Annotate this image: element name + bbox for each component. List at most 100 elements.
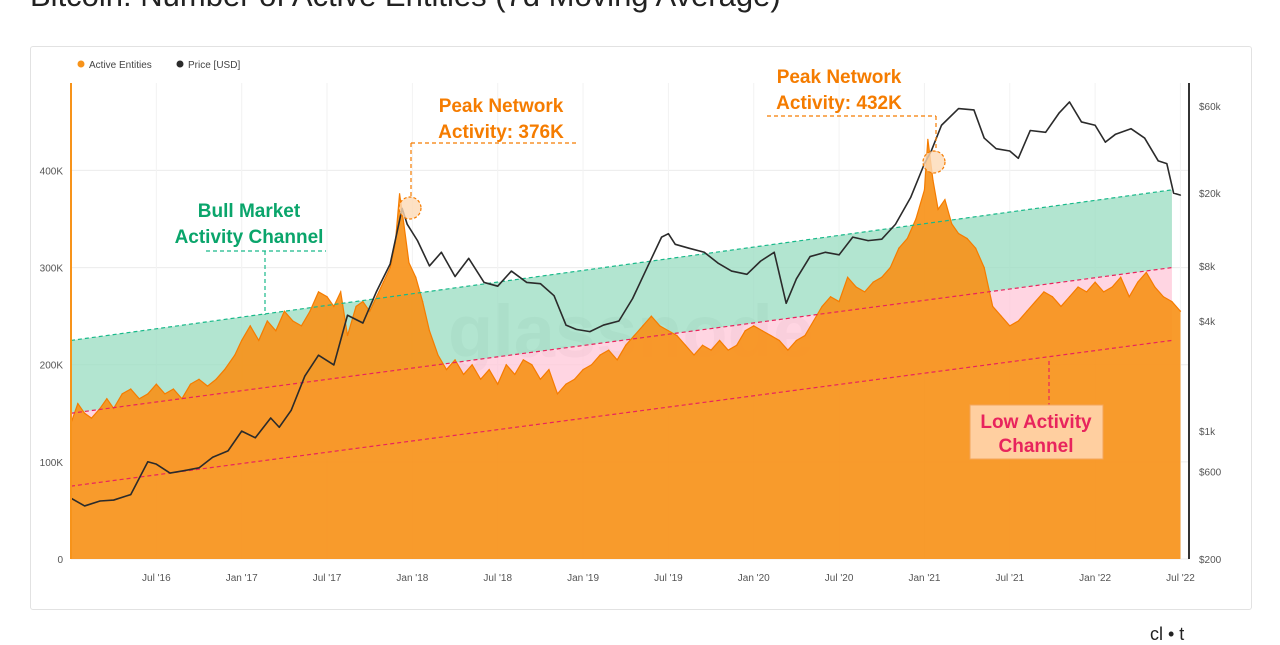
price-point-28 xyxy=(440,251,442,253)
active-point-20 xyxy=(234,354,236,356)
price-point-81 xyxy=(1130,128,1132,130)
price-point-31 xyxy=(483,281,485,284)
legend-price-dot xyxy=(176,60,184,68)
active-point-56 xyxy=(505,364,507,366)
active-point-21 xyxy=(241,339,243,342)
page-title: Bitcoin: Number of Active Entities (7d M… xyxy=(30,0,781,14)
x-tick-label-7: Jan '20 xyxy=(738,573,770,584)
annotation-low-line2: Channel xyxy=(999,436,1074,457)
active-point-121 xyxy=(1043,291,1045,293)
active-point-120 xyxy=(1034,300,1036,303)
axes: 0 100K 200K 300K 400K $200 $600 $1k $4k $8k $20k $6… xyxy=(40,83,1222,584)
price-point-83 xyxy=(1157,160,1159,162)
annotation-peak2-line1: Peak Network xyxy=(777,67,902,88)
price-point-34 xyxy=(526,281,528,284)
active-point-60 xyxy=(539,378,541,380)
active-point-63 xyxy=(565,383,567,385)
active-point-134 xyxy=(1154,286,1156,288)
active-point-18 xyxy=(215,378,217,380)
active-point-110 xyxy=(951,223,953,225)
price-point-70 xyxy=(995,148,997,150)
price-point-54 xyxy=(785,302,787,304)
active-point-53 xyxy=(480,378,482,380)
active-point-117 xyxy=(1009,325,1011,327)
annotation-low-line1: Low Activity xyxy=(980,412,1092,433)
price-point-48 xyxy=(703,251,705,253)
left-tick-label-1: 100K xyxy=(40,458,64,469)
active-point-17 xyxy=(206,385,209,387)
chart-svg: Active Entities Price [USD] glassnode 01… xyxy=(40,60,1222,584)
active-point-133 xyxy=(1145,271,1147,274)
active-point-5 xyxy=(106,398,108,400)
price-point-56 xyxy=(809,255,811,258)
price-point-7 xyxy=(169,472,171,474)
active-point-54 xyxy=(488,368,490,371)
x-tick-label-3: Jan '18 xyxy=(396,573,428,584)
price-point-85 xyxy=(1173,192,1175,194)
active-point-123 xyxy=(1060,305,1062,308)
price-point-20 xyxy=(346,314,349,316)
price-point-5 xyxy=(147,461,149,463)
price-point-8 xyxy=(184,469,186,472)
active-point-25 xyxy=(275,330,277,332)
active-point-83 xyxy=(736,344,738,346)
x-tick-label-9: Jan '21 xyxy=(908,573,940,584)
active-point-61 xyxy=(548,368,550,371)
price-point-74 xyxy=(1045,131,1047,133)
left-tick-label-4: 400K xyxy=(40,166,64,177)
active-point-130 xyxy=(1120,276,1122,278)
price-point-72 xyxy=(1017,157,1019,159)
price-point-75 xyxy=(1058,112,1060,114)
active-point-58 xyxy=(522,359,524,361)
active-point-137 xyxy=(1179,310,1182,312)
active-point-116 xyxy=(1000,315,1002,317)
active-point-72 xyxy=(642,325,644,327)
active-point-80 xyxy=(710,349,712,351)
channel-mid-line xyxy=(71,266,1173,414)
active-point-70 xyxy=(625,344,627,346)
annotation-bull-channel: Bull Market Activity Channel xyxy=(175,201,326,315)
active-point-35 xyxy=(355,305,357,308)
price-point-12 xyxy=(241,430,243,432)
price-point-26 xyxy=(416,240,419,242)
annotation-bull-line1: Bull Market xyxy=(198,201,301,222)
price-point-14 xyxy=(270,417,272,419)
price-point-46 xyxy=(674,243,676,245)
active-point-2 xyxy=(84,412,86,414)
active-point-122 xyxy=(1051,296,1054,298)
footer-mark: cl • t xyxy=(1150,624,1185,644)
annotation-peak2-line2: Activity: 432K xyxy=(776,93,902,114)
active-point-57 xyxy=(514,373,516,376)
active-point-106 xyxy=(927,138,929,140)
x-tick-label-8: Jul '20 xyxy=(825,573,854,584)
x-tick-label-2: Jul '17 xyxy=(313,573,342,584)
x-tick-label-10: Jul '21 xyxy=(995,573,1024,584)
active-point-105 xyxy=(923,189,926,191)
price-point-59 xyxy=(852,236,854,238)
active-point-101 xyxy=(889,266,891,269)
price-point-2 xyxy=(99,500,101,502)
legend-active-label: Active Entities xyxy=(89,60,152,71)
active-point-100 xyxy=(881,276,883,278)
price-point-32 xyxy=(497,285,499,287)
chart-card: Active Entities Price [USD] glassnode 01… xyxy=(30,46,1252,610)
active-point-23 xyxy=(258,339,260,342)
active-point-64 xyxy=(573,378,576,380)
active-point-67 xyxy=(599,354,601,356)
annotation-peak1-line1: Peak Network xyxy=(439,96,564,117)
active-point-8 xyxy=(130,388,132,390)
price-point-27 xyxy=(428,265,431,267)
price-point-16 xyxy=(290,409,292,411)
active-point-40 xyxy=(389,266,391,269)
active-point-66 xyxy=(590,364,593,366)
active-point-30 xyxy=(317,291,320,293)
active-point-39 xyxy=(382,281,384,283)
active-point-90 xyxy=(795,339,798,342)
active-point-68 xyxy=(608,349,610,351)
active-point-92 xyxy=(812,320,815,322)
active-point-52 xyxy=(471,364,473,366)
price-point-62 xyxy=(894,223,897,225)
active-point-132 xyxy=(1137,281,1139,283)
x-tick-label-5: Jan '19 xyxy=(567,573,599,584)
active-point-11 xyxy=(155,383,157,385)
